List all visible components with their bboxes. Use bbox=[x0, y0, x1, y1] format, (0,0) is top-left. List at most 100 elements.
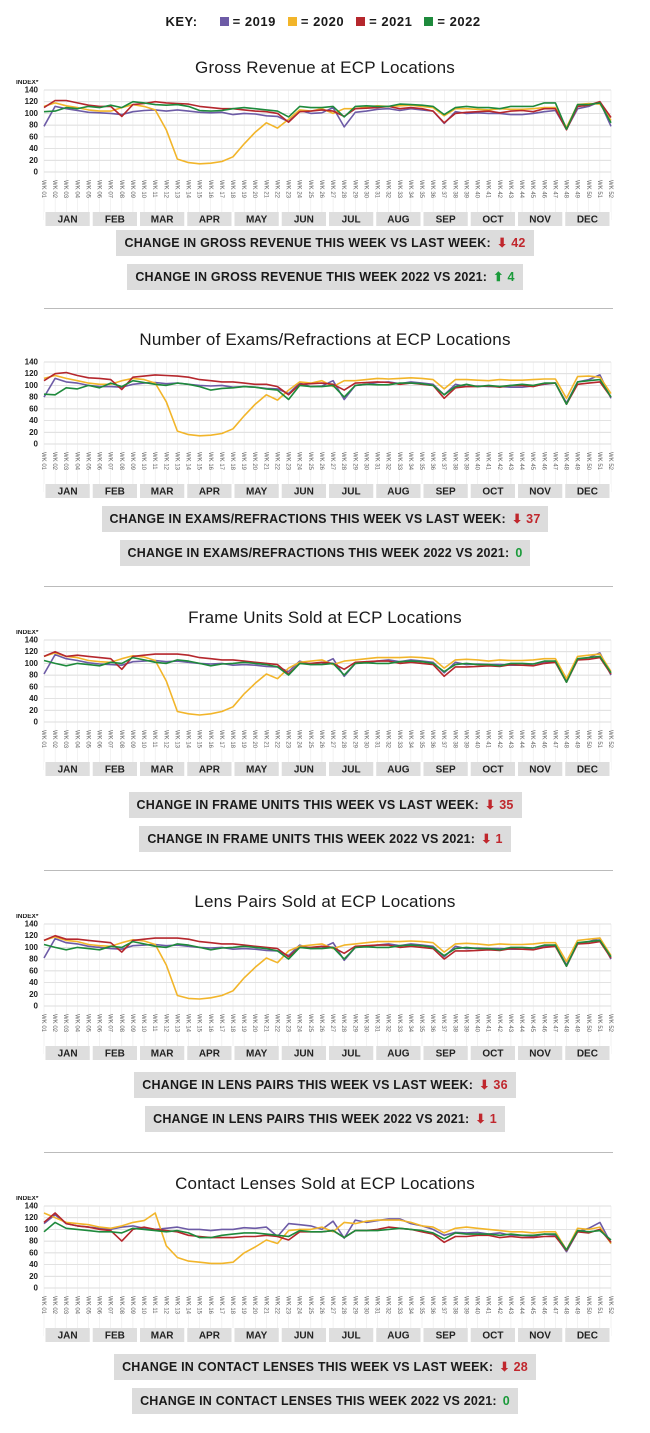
x-tick-label: WK 04 bbox=[73, 180, 79, 199]
month-cell bbox=[329, 484, 374, 498]
x-tick-label: WK 01 bbox=[40, 1296, 46, 1315]
series-line-2022 bbox=[43, 1221, 612, 1251]
y-tick-label: 120 bbox=[25, 369, 39, 378]
chart-panel: Gross Revenue at ECP Locations INDEX* 140 1… bbox=[0, 58, 650, 300]
x-tick-label: WK 43 bbox=[507, 180, 513, 199]
x-tick-label: WK 14 bbox=[185, 730, 191, 749]
change-label: CHANGE IN CONTACT LENSES THIS WEEK VS LA… bbox=[122, 1360, 494, 1374]
x-tick-label: WK 40 bbox=[474, 180, 480, 199]
x-tick-label: WK 35 bbox=[418, 1296, 424, 1315]
series-line-2021 bbox=[43, 934, 612, 968]
month-label: MAR bbox=[151, 1331, 175, 1342]
x-tick-label: WK 30 bbox=[362, 1014, 368, 1033]
y-tick-label: 60 bbox=[29, 132, 38, 141]
month-cell bbox=[45, 1046, 90, 1060]
month-cell bbox=[423, 212, 468, 226]
month-cell bbox=[376, 1046, 421, 1060]
x-tick-label: WK 31 bbox=[374, 1296, 380, 1315]
x-tick-label: WK 22 bbox=[274, 730, 280, 749]
x-tick-label: WK 40 bbox=[474, 1296, 480, 1315]
x-tick-label: WK 43 bbox=[507, 730, 513, 749]
x-tick-label: WK 18 bbox=[229, 1014, 235, 1033]
x-tick-label: WK 26 bbox=[318, 1014, 324, 1033]
x-tick-label: WK 37 bbox=[440, 730, 446, 749]
month-label: NOV bbox=[529, 765, 551, 776]
x-tick-label: WK 25 bbox=[307, 452, 313, 471]
x-tick-label: WK 13 bbox=[173, 452, 179, 471]
x-tick-label: WK 51 bbox=[596, 1296, 602, 1315]
x-tick-label: WK 20 bbox=[251, 452, 257, 471]
month-label: MAR bbox=[151, 765, 175, 776]
month-cell bbox=[470, 762, 515, 776]
x-tick-label: WK 12 bbox=[162, 452, 168, 471]
x-tick-label: WK 24 bbox=[296, 180, 302, 199]
x-tick-label: WK 12 bbox=[162, 1014, 168, 1033]
x-tick-label: WK 28 bbox=[340, 452, 346, 471]
month-cell bbox=[565, 212, 610, 226]
chart-panel: Number of Exams/Refractions at ECP Locat… bbox=[0, 330, 650, 576]
month-cell bbox=[140, 212, 185, 226]
x-tick-label: WK 38 bbox=[451, 1296, 457, 1315]
x-tick-label: WK 09 bbox=[129, 452, 135, 471]
x-tick-label: WK 34 bbox=[407, 180, 413, 199]
chart-title: Number of Exams/Refractions at ECP Locat… bbox=[139, 330, 511, 349]
x-tick-label: WK 21 bbox=[262, 180, 268, 199]
x-tick-label: WK 36 bbox=[429, 180, 435, 199]
x-tick-label: WK 07 bbox=[107, 730, 113, 749]
month-cell bbox=[565, 762, 610, 776]
month-cell bbox=[423, 1328, 468, 1342]
month-cell bbox=[376, 762, 421, 776]
x-tick-label: WK 03 bbox=[62, 452, 68, 471]
x-tick-label: WK 08 bbox=[118, 730, 124, 749]
x-tick-label: WK 37 bbox=[440, 180, 446, 199]
month-label: OCT bbox=[482, 1049, 503, 1060]
x-tick-label: WK 17 bbox=[218, 452, 224, 471]
x-tick-label: WK 26 bbox=[318, 730, 324, 749]
change-value: 0 bbox=[515, 546, 523, 560]
month-label: JAN bbox=[58, 1049, 78, 1060]
x-tick-label: WK 05 bbox=[85, 1014, 91, 1033]
x-tick-label: WK 46 bbox=[540, 730, 546, 749]
month-label: OCT bbox=[482, 765, 503, 776]
line-chart: INDEX*140 120 100 80 60 40 20 0WK 01 WK 02 WK 03 W… bbox=[16, 1196, 613, 1342]
month-label: APR bbox=[199, 487, 221, 498]
x-tick-label: WK 39 bbox=[463, 452, 469, 471]
change-label: CHANGE IN CONTACT LENSES THIS WEEK 2022 … bbox=[140, 1394, 497, 1408]
x-tick-label: WK 04 bbox=[73, 1296, 79, 1315]
month-cell bbox=[92, 484, 137, 498]
x-tick-label: WK 10 bbox=[140, 730, 146, 749]
x-tick-label: WK 18 bbox=[229, 730, 235, 749]
x-tick-label: WK 10 bbox=[140, 1014, 146, 1033]
y-tick-label: 140 bbox=[25, 636, 39, 645]
y-tick-label: 80 bbox=[29, 671, 38, 680]
x-tick-label: WK 13 bbox=[173, 730, 179, 749]
x-tick-label: WK 20 bbox=[251, 180, 257, 199]
month-cell bbox=[329, 1328, 374, 1342]
x-tick-label: WK 50 bbox=[585, 1296, 591, 1315]
y-tick-label: 20 bbox=[29, 1272, 38, 1281]
x-tick-label: WK 47 bbox=[551, 452, 557, 471]
y-tick-label: 0 bbox=[34, 718, 39, 727]
x-tick-label: WK 20 bbox=[251, 730, 257, 749]
change-value: ⬇ 1 bbox=[481, 832, 503, 846]
x-tick-label: WK 39 bbox=[463, 1014, 469, 1033]
x-tick-label: WK 10 bbox=[140, 180, 146, 199]
month-cell bbox=[329, 1046, 374, 1060]
y-tick-label: 120 bbox=[25, 97, 39, 106]
month-cell bbox=[187, 212, 232, 226]
x-tick-label: WK 48 bbox=[563, 1014, 569, 1033]
change-value: ⬇ 42 bbox=[496, 236, 526, 250]
x-tick-label: WK 05 bbox=[85, 180, 91, 199]
x-tick-label: WK 28 bbox=[340, 730, 346, 749]
series-line-2022 bbox=[43, 100, 612, 131]
x-tick-label: WK 41 bbox=[485, 1296, 491, 1315]
x-tick-label: WK 22 bbox=[274, 180, 280, 199]
x-tick-label: WK 23 bbox=[285, 452, 291, 471]
chart-title: Gross Revenue at ECP Locations bbox=[195, 58, 455, 77]
x-tick-label: WK 06 bbox=[96, 180, 102, 199]
x-tick-label: WK 17 bbox=[218, 1014, 224, 1033]
y-tick-label: 60 bbox=[29, 966, 38, 975]
month-cell bbox=[565, 1328, 610, 1342]
series-line-2021 bbox=[43, 371, 612, 406]
y-tick-label: 140 bbox=[25, 358, 39, 367]
